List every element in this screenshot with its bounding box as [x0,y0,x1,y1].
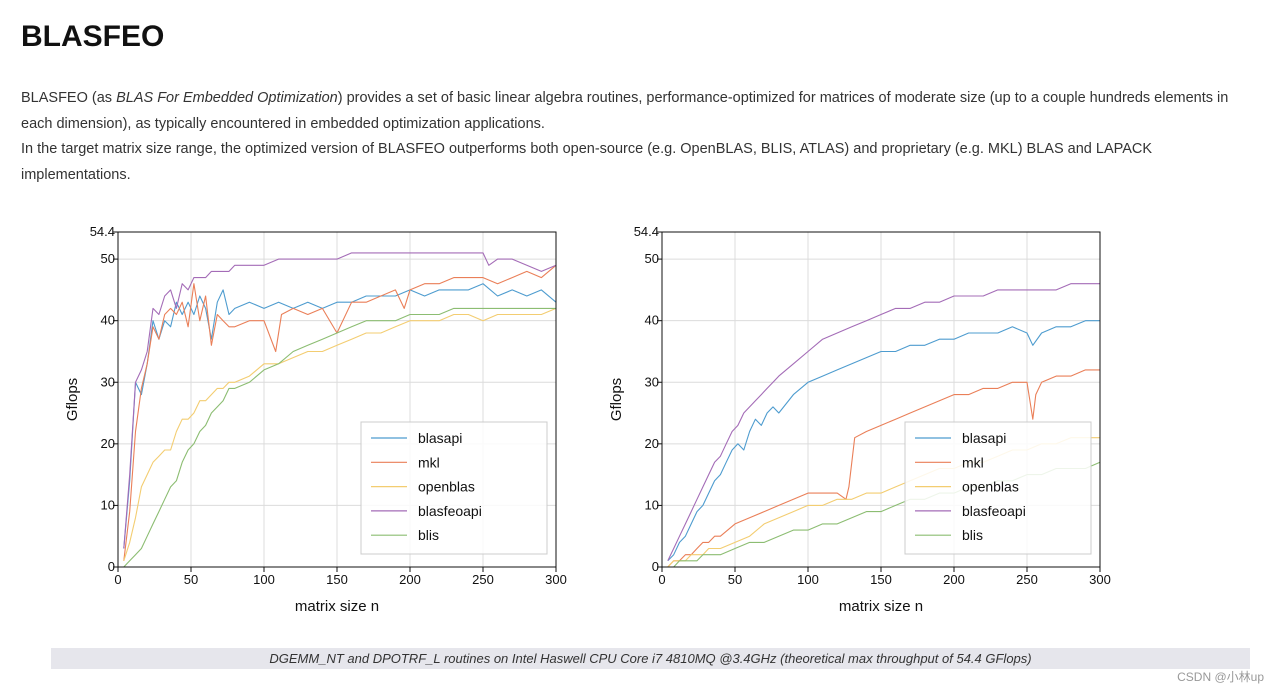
y-tick-label: 20 [645,436,659,451]
legend-label-blasapi: blasapi [962,430,1006,446]
x-tick-label: 0 [114,572,121,587]
x-tick-label: 50 [184,572,198,587]
x-tick-label: 0 [658,572,665,587]
x-axis-label: matrix size n [295,598,379,615]
intro-acronym-expansion: BLAS For Embedded Optimization [116,90,338,106]
y-tick-label: 30 [645,374,659,389]
y-tick-label: 40 [101,313,115,328]
tick-group: 0 50 100 150 200 250 300 0 10 20 30 40 50 54.4 [634,224,1111,587]
watermark: CSDN @小林up [1177,670,1264,684]
legend-label-blasapi: blasapi [418,430,462,446]
x-tick-label: 250 [1016,572,1038,587]
y-tick-label: 0 [652,559,659,574]
legend-box [904,421,1092,555]
series-line-blasfeoapi [667,283,1100,562]
x-tick-label: 100 [253,572,275,587]
legend-label-openblas: openblas [962,479,1019,495]
x-tick-label: 200 [399,572,421,587]
series-line-openblas [123,307,557,561]
legend-box [360,421,548,555]
y-axis-label: Gflops [608,378,625,421]
x-tick-label: 150 [870,572,892,587]
dpotrf-chart: 0 50 100 150 200 250 300 0 10 20 30 40 50 54.4 matrix … [608,224,1111,615]
legend-label-blis: blis [962,527,983,543]
dgemm-chart: 0 50 100 150 200 250 300 0 10 20 30 40 50 54.4 matrix … [64,224,567,615]
y-tick-label: 54.4 [90,224,115,239]
series-line-blasapi [123,283,557,549]
legend-label-openblas: openblas [418,479,475,495]
legend-label-blasfeoapi: blasfeoapi [418,503,482,519]
page-title: BLASFEO [21,20,165,53]
x-tick-label: 200 [943,572,965,587]
x-tick-label: 50 [728,572,742,587]
legend: blasapi mkl openblas blasfeoapi blis [360,421,548,555]
figure-caption: DGEMM_NT and DPOTRF_L routines on Intel … [51,648,1250,669]
x-tick-label: 300 [545,572,567,587]
tick-group: 0 50 100 150 200 250 300 0 10 20 30 40 50 54.4 [90,224,567,587]
grid-lines [662,232,1100,567]
y-tick-label: 50 [645,251,659,266]
x-tick-label: 300 [1089,572,1111,587]
legend-label-blis: blis [418,527,439,543]
y-tick-label: 54.4 [634,224,659,239]
y-tick-label: 20 [101,436,115,451]
intro-prefix: BLASFEO (as [21,90,117,106]
legend-label-blasfeoapi: blasfeoapi [962,503,1026,519]
y-axis-label: Gflops [64,378,81,421]
x-tick-label: 100 [797,572,819,587]
intro-suffix: ) provides a set of basic linear algebra… [21,90,1229,132]
series-group [123,252,557,568]
x-tick-label: 250 [472,572,494,587]
series-line-mkl [667,369,1100,568]
y-tick-label: 10 [101,497,115,512]
y-tick-label: 10 [645,497,659,512]
y-tick-label: 0 [108,559,115,574]
legend-label-mkl: mkl [418,454,440,470]
series-line-blasapi [667,320,1100,562]
legend: blasapi mkl openblas blasfeoapi blis [904,421,1092,555]
x-axis-label: matrix size n [839,598,923,615]
y-tick-label: 30 [101,374,115,389]
performance-paragraph: In the target matrix size range, the opt… [21,141,1153,183]
y-tick-label: 50 [101,251,115,266]
x-tick-label: 150 [326,572,348,587]
series-line-mkl [123,264,557,561]
series-line-blis [123,307,556,568]
y-tick-label: 40 [645,313,659,328]
legend-label-mkl: mkl [962,454,984,470]
intro-paragraph: BLASFEO (as BLAS For Embedded Optimizati… [21,86,1257,137]
series-line-blasfeoapi [123,252,557,549]
